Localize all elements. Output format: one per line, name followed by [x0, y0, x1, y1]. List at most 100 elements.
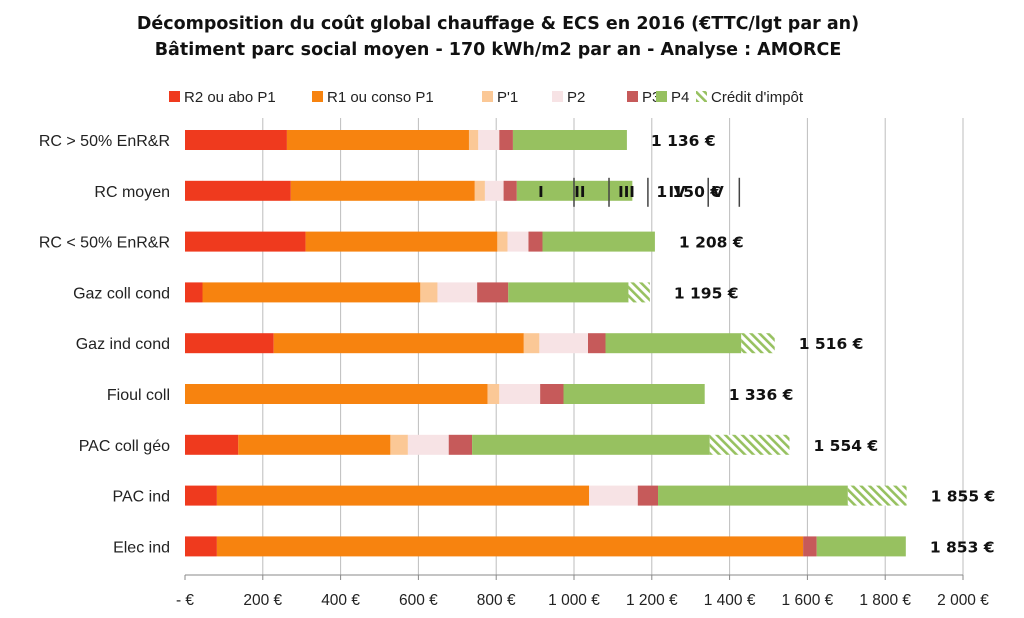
bar-gaz-coll-cond-p-1 [420, 282, 438, 303]
bar-gaz-coll-cond-p2 [437, 282, 478, 303]
category-label-pac-coll-g-o: PAC coll géo [79, 438, 170, 455]
category-label-gaz-ind-cond: Gaz ind cond [76, 336, 170, 353]
legend: R2 ou abo P1 R1 ou conso P1 P'1 P2 P3 P4 Crédi… [169, 89, 804, 106]
bar-rc-50-enr-r-r1-ou-conso-p1 [305, 231, 498, 252]
chart-title: Décomposition du coût global chauffage &… [137, 14, 859, 34]
bar-fioul-coll-r1-ou-conso-p1 [185, 384, 488, 404]
x-axis: - € 200 € 400 € 600 € 800 € 1 000 € 1 200 € 1 4… [176, 574, 989, 609]
legend-swatch-p4 [656, 91, 667, 102]
bar-pac-ind-p4 [658, 485, 848, 506]
legend-label-p2: P2 [567, 89, 585, 106]
bar-pac-coll-g-o-p2 [407, 434, 449, 455]
x-tick-label-2000: 2 000 € [937, 592, 989, 609]
bar-rc-50-enr-r-p2 [478, 130, 500, 150]
bar-pac-coll-g-o-r1-ou-conso-p1 [238, 434, 391, 455]
bar-rc-50-enr-r-r2-ou-abo-p1 [185, 130, 287, 150]
bar-gaz-ind-cond-r1-ou-conso-p1 [273, 333, 524, 354]
bar-rc-moyen-r2-ou-abo-p1 [185, 180, 291, 201]
bar-pac-coll-g-o-p4 [472, 434, 710, 455]
x-tick-label-400: 400 € [321, 592, 360, 609]
bar-elec-ind-r1-ou-conso-p1 [216, 536, 804, 557]
total-label-gaz-ind-cond: 1 516 € [799, 335, 864, 353]
bar-rc-50-enr-r-p3 [528, 231, 543, 252]
legend-label-p3: P3 [642, 89, 660, 106]
legend-swatch-r1-ou-conso-p1 [312, 91, 323, 102]
bar-rc-50-enr-r-p-1 [468, 130, 479, 150]
bar-rc-moyen-r1-ou-conso-p1 [290, 180, 475, 201]
bar-pac-ind-r2-ou-abo-p1 [185, 485, 217, 506]
bar-elec-ind-p3 [803, 536, 817, 557]
bar-fioul-coll-p3 [540, 384, 564, 404]
bar-elec-ind-p4 [816, 536, 906, 557]
legend-swatch-p2 [552, 91, 563, 102]
category-label-elec-ind: Elec ind [113, 539, 170, 556]
bar-rc-50-enr-r-p2 [507, 231, 529, 252]
bar-rc-50-enr-r-p4 [512, 130, 627, 150]
bar-gaz-coll-cond-p4 [508, 282, 629, 303]
bar-rc-50-enr-r-p3 [499, 130, 513, 150]
legend-swatch-p3 [627, 91, 638, 102]
bar-elec-ind-r2-ou-abo-p1 [185, 536, 217, 557]
category-label-rc-50-enr-r: RC < 50% EnR&R [39, 235, 170, 252]
bar-gaz-ind-cond-p-1 [523, 333, 540, 354]
bar-gaz-coll-cond-r2-ou-abo-p1 [185, 282, 203, 303]
chart-subtitle: Bâtiment parc social moyen - 170 kWh/m2 … [155, 40, 842, 60]
x-tick-label-1600: 1 600 € [782, 592, 834, 609]
total-label-gaz-coll-cond: 1 195 € [674, 284, 739, 302]
bar-pac-coll-g-o-p3 [448, 434, 473, 455]
legend-label-p4: P4 [671, 89, 689, 106]
total-label-rc-moyen: 1 150 € [656, 183, 721, 201]
bar-fioul-coll-p4 [563, 384, 705, 404]
bar-rc-moyen-p2 [484, 180, 504, 201]
annotation-label-1: I [538, 183, 544, 201]
bar-gaz-coll-cond-p3 [477, 282, 509, 303]
x-tick-label-1200: 1 200 € [626, 592, 678, 609]
bars [185, 130, 907, 557]
bar-gaz-ind-cond-cr-dit-d-imp-t [741, 333, 775, 354]
category-label-rc-moyen: RC moyen [94, 184, 170, 201]
bar-pac-ind-r1-ou-conso-p1 [216, 485, 590, 506]
x-tick-label-200: 200 € [243, 592, 282, 609]
total-label-fioul-coll: 1 336 € [729, 386, 794, 404]
total-labels: 1 136 € 1 150 € 1 208 € 1 195 € 1 516 € 1 336… [651, 132, 995, 556]
bar-gaz-ind-cond-p4 [605, 333, 742, 354]
annotation-label-2: II [574, 183, 585, 201]
x-tick-label-1000: 1 000 € [548, 592, 600, 609]
annotation-label-4: IV [668, 183, 686, 201]
total-label-rc-50-enr-r: 1 208 € [679, 234, 744, 252]
legend-label-p-1: P'1 [497, 89, 518, 106]
bar-rc-moyen-p3 [503, 180, 517, 201]
bar-gaz-coll-cond-cr-dit-d-imp-t [628, 282, 650, 303]
annotation-label-5: V [712, 183, 724, 201]
annotations: I II III IV V [538, 177, 741, 207]
bar-gaz-ind-cond-p2 [539, 333, 589, 354]
x-tick-label-1800: 1 800 € [859, 592, 911, 609]
annotation-label-3: III [618, 183, 635, 201]
x-tick-label-0: - € [176, 592, 194, 609]
bar-gaz-ind-cond-r2-ou-abo-p1 [185, 333, 274, 354]
total-label-pac-coll-g-o: 1 554 € [814, 437, 879, 455]
bar-rc-50-enr-r-r2-ou-abo-p1 [185, 231, 306, 252]
bar-pac-coll-g-o-cr-dit-d-imp-t [709, 434, 790, 455]
x-tick-label-600: 600 € [399, 592, 438, 609]
bar-pac-ind-p3 [637, 485, 659, 506]
bar-rc-50-enr-r-p4 [542, 231, 655, 252]
total-label-pac-ind: 1 855 € [931, 488, 996, 506]
bar-gaz-ind-cond-p3 [588, 333, 606, 354]
bar-pac-ind-cr-dit-d-imp-t [847, 485, 907, 506]
legend-swatch-p-1 [482, 91, 493, 102]
x-tick-label-800: 800 € [477, 592, 516, 609]
bar-pac-coll-g-o-r2-ou-abo-p1 [185, 434, 239, 455]
category-labels: RC > 50% EnR&R RC moyen RC < 50% EnR&R Gaz … [39, 133, 170, 556]
x-tick-label-1400: 1 400 € [704, 592, 756, 609]
legend-swatch-cr-dit-d-imp-t [696, 91, 707, 102]
total-label-elec-ind: 1 853 € [930, 538, 995, 556]
bar-rc-moyen-p-1 [474, 180, 485, 201]
legend-label-r2-ou-abo-p1: R2 ou abo P1 [184, 89, 276, 106]
category-label-rc-50-enr-r: RC > 50% EnR&R [39, 133, 170, 150]
legend-label-r1-ou-conso-p1: R1 ou conso P1 [327, 89, 434, 106]
bar-gaz-coll-cond-r1-ou-conso-p1 [202, 282, 421, 303]
category-label-fioul-coll: Fioul coll [107, 387, 170, 404]
bar-pac-coll-g-o-p-1 [390, 434, 408, 455]
